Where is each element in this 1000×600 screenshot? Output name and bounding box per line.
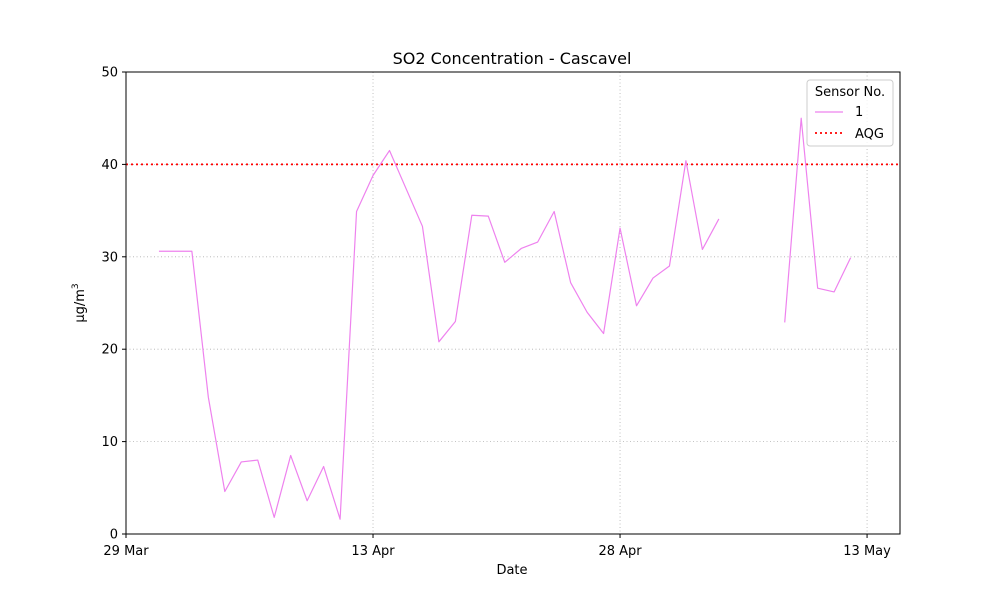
x-axis: 29 Mar 13 Apr 28 Apr 13 May	[103, 534, 891, 559]
y-tick-label: 0	[110, 528, 118, 543]
y-axis: 0 10 20 30 40 50	[101, 66, 126, 543]
grid	[125, 72, 900, 534]
y-tick-label: 20	[101, 343, 118, 358]
y-tick-label: 50	[101, 66, 118, 81]
y-axis-label-superscript: 3	[71, 283, 81, 289]
x-axis-label: Date	[496, 563, 527, 578]
legend: Sensor No. 1 AQG	[806, 79, 894, 147]
legend-label-series-1: 1	[855, 105, 863, 120]
y-tick-label: 30	[101, 250, 118, 265]
series-1-line	[158, 149, 720, 520]
y-tick-label: 10	[101, 435, 118, 450]
legend-frame	[806, 79, 894, 147]
x-tick-label: 28 Apr	[598, 544, 642, 559]
y-axis-label: μg/m3	[71, 283, 88, 322]
x-tick-label: 13 Apr	[351, 544, 395, 559]
plot-area-frame	[125, 71, 901, 535]
legend-title: Sensor No.	[815, 85, 885, 100]
y-axis-label-text: μg/m	[73, 289, 88, 323]
x-tick-label: 13 May	[843, 544, 891, 559]
y-tick-label: 40	[101, 158, 118, 173]
series-1-line	[784, 117, 852, 323]
series-layer	[158, 117, 852, 520]
chart-title: SO2 Concentration - Cascavel	[393, 49, 632, 68]
x-tick-label: 29 Mar	[103, 544, 149, 559]
legend-label-aqg: AQG	[855, 127, 884, 142]
